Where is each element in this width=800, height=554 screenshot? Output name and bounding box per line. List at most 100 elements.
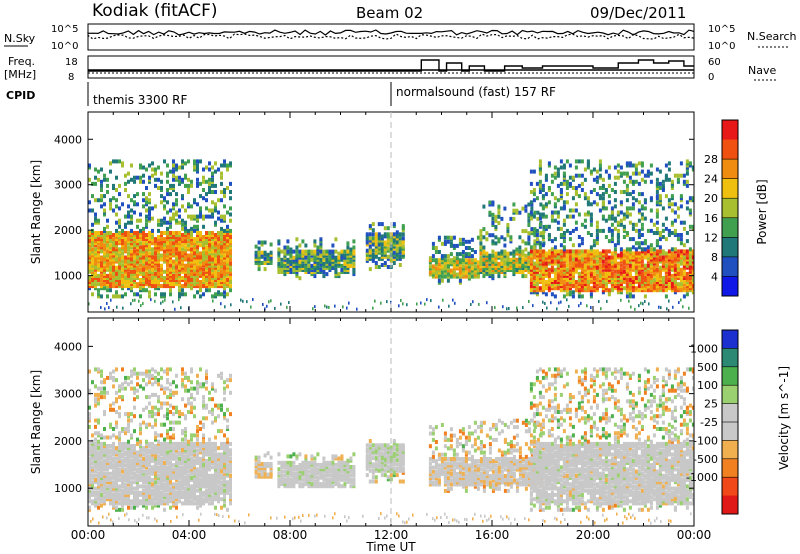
echo-cell [610, 233, 614, 237]
echo-cell [640, 226, 644, 231]
echo-cell [199, 280, 202, 284]
echo-cell [196, 226, 199, 231]
ground-scatter-cell [638, 304, 640, 308]
echo-cell [340, 263, 344, 268]
echo-cell [214, 204, 217, 209]
echo-cell [649, 253, 653, 258]
echo-cell [118, 507, 121, 512]
echo-cell [655, 186, 659, 190]
echo-cell [112, 497, 115, 502]
echo-cell [148, 375, 151, 380]
echo-cell [512, 272, 516, 277]
echo-cell [673, 228, 677, 233]
echo-cell [88, 424, 91, 429]
echo-cell [208, 186, 211, 190]
echo-cell [583, 259, 587, 264]
echo-cell [133, 505, 136, 510]
echo-cell [664, 294, 668, 299]
echo-cell [88, 488, 91, 493]
echo-cell [283, 251, 287, 256]
echo-cell [640, 263, 644, 268]
echo-cell [139, 431, 142, 436]
echo-cell [586, 259, 590, 264]
echo-cell [136, 437, 139, 442]
freq-label: Freq. [8, 55, 35, 68]
echo-cell [211, 200, 214, 205]
echo-cell [133, 253, 136, 258]
echo-cell [565, 292, 569, 297]
echo-cell [136, 467, 139, 472]
echo-cell [550, 173, 554, 178]
echo-cell [497, 261, 501, 266]
echo-cell [118, 437, 121, 442]
ground-scatter-cell [342, 305, 344, 309]
ground-scatter-cell [374, 299, 376, 303]
echo-cell [527, 218, 531, 223]
echo-cell [100, 286, 103, 291]
echo-cell [539, 231, 543, 236]
echo-cell [115, 276, 118, 280]
ground-scatter-cell [544, 302, 546, 305]
echo-cell [530, 202, 534, 207]
echo-cell [118, 435, 121, 440]
echo-cell [115, 446, 118, 451]
echo-cell [467, 274, 471, 279]
echo-cell [646, 173, 650, 178]
echo-cell [479, 255, 483, 260]
echo-cell [494, 261, 498, 266]
echo-cell [398, 254, 402, 259]
echo-cell [133, 263, 136, 268]
echo-cell [91, 380, 94, 385]
echo-cell [580, 249, 584, 254]
echo-cell [124, 501, 127, 506]
echo-cell [151, 259, 154, 264]
echo-cell [130, 386, 133, 391]
echo-cell [202, 282, 205, 287]
echo-cell [211, 267, 214, 272]
echo-cell [175, 167, 178, 172]
echo-cell [106, 241, 109, 246]
echo-cell [94, 397, 97, 402]
echo-cell [619, 200, 623, 205]
echo-cell [229, 218, 232, 223]
echo-cell [136, 375, 139, 380]
echo-cell [157, 407, 160, 412]
echo-cell [154, 450, 157, 455]
echo-cell [556, 198, 560, 203]
echo-cell [325, 266, 329, 270]
echo-cell [136, 249, 139, 254]
echo-cell [208, 214, 211, 219]
echo-cell [346, 245, 350, 250]
echo-cell [103, 467, 106, 472]
echo-cell [512, 257, 516, 262]
echo-cell [497, 266, 501, 270]
echo-cell [646, 259, 650, 264]
echo-cell [655, 286, 659, 291]
echo-cell [106, 249, 109, 254]
echo-cell [380, 248, 384, 253]
echo-cell [121, 444, 124, 448]
echo-cell [473, 264, 477, 269]
echo-cell [166, 210, 169, 215]
echo-cell [616, 253, 620, 258]
echo-cell [160, 484, 163, 489]
echo-cell [670, 220, 674, 225]
echo-cell [512, 216, 516, 221]
ground-scatter-cell [266, 304, 268, 308]
echo-cell [640, 204, 644, 209]
echo-cell [395, 246, 399, 251]
echo-cell [94, 175, 97, 180]
echo-cell [187, 271, 190, 276]
echo-cell [109, 206, 112, 211]
echo-cell [464, 252, 468, 257]
echo-cell [649, 196, 653, 201]
echo-cell [568, 208, 572, 213]
echo-cell [443, 254, 447, 259]
echo-cell [380, 222, 384, 227]
echo-cell [220, 292, 223, 297]
noise-right-tick-top: 10^5 [708, 24, 735, 35]
echo-cell [127, 280, 130, 284]
echo-cell [190, 204, 193, 209]
echo-cell [673, 249, 677, 254]
ground-scatter-cell [506, 307, 508, 311]
